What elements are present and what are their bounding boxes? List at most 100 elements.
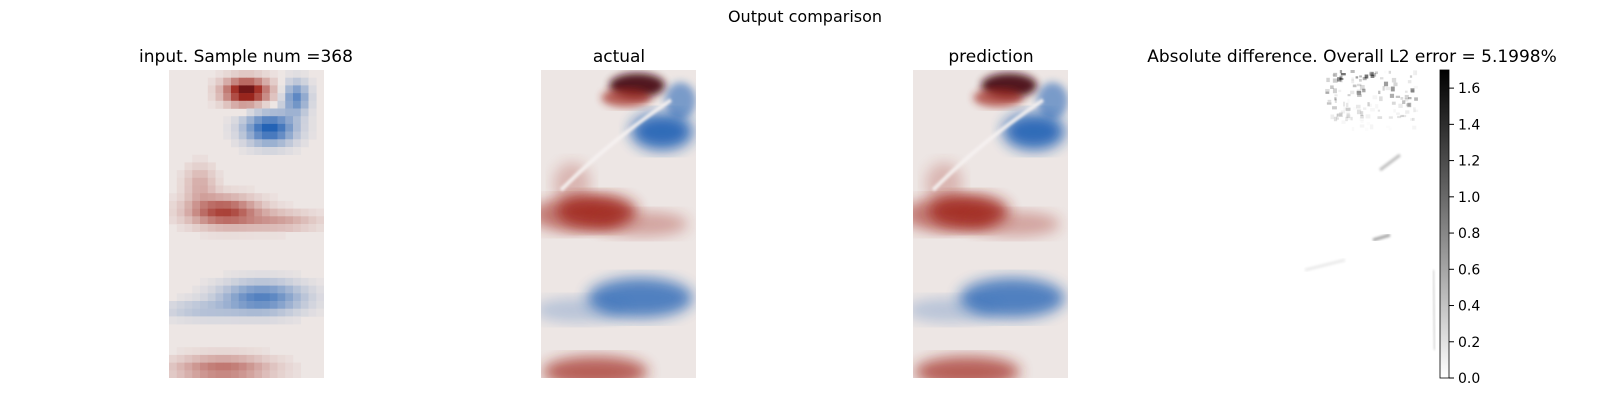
vortex-blob bbox=[630, 113, 693, 151]
input-cell bbox=[269, 208, 278, 217]
error-speck bbox=[1340, 110, 1346, 114]
input-cell bbox=[200, 316, 209, 325]
heatmap-difference-field bbox=[1295, 70, 1437, 374]
input-cell bbox=[246, 301, 255, 309]
input-cell bbox=[300, 216, 309, 225]
input-cell bbox=[285, 370, 294, 378]
input-cell bbox=[254, 362, 263, 371]
input-cell bbox=[200, 185, 209, 194]
error-speck bbox=[1391, 77, 1397, 83]
error-speck bbox=[1388, 116, 1393, 119]
error-speck bbox=[1407, 80, 1412, 84]
input-cell bbox=[231, 270, 240, 279]
input-cell bbox=[262, 224, 271, 232]
error-streak bbox=[1431, 269, 1437, 351]
error-speck bbox=[1408, 96, 1412, 100]
error-speck bbox=[1362, 76, 1367, 81]
input-cell bbox=[184, 170, 193, 179]
input-cell bbox=[223, 116, 232, 125]
error-speck bbox=[1347, 99, 1349, 103]
input-cell bbox=[200, 216, 209, 225]
input-cell bbox=[308, 224, 317, 232]
error-speck bbox=[1351, 77, 1354, 81]
colorbar-tick-label: 0.4 bbox=[1458, 299, 1480, 315]
error-speck bbox=[1355, 104, 1361, 109]
panel-title-input: input. Sample num =368 bbox=[139, 47, 353, 67]
error-speck bbox=[1332, 74, 1336, 77]
input-cell bbox=[223, 354, 232, 363]
input-cell bbox=[300, 100, 309, 109]
error-speck bbox=[1373, 73, 1377, 77]
input-cell bbox=[254, 193, 263, 202]
error-speck bbox=[1377, 109, 1381, 112]
input-cell bbox=[207, 208, 216, 217]
input-cell bbox=[285, 277, 294, 286]
input-cell bbox=[246, 270, 255, 279]
input-cell bbox=[300, 139, 309, 148]
input-cell bbox=[285, 316, 294, 325]
error-speck bbox=[1377, 116, 1383, 119]
input-cell bbox=[200, 200, 209, 209]
error-speck bbox=[1352, 127, 1354, 131]
vortex-blob bbox=[542, 356, 648, 378]
input-cell bbox=[231, 131, 240, 140]
input-cell bbox=[262, 362, 271, 371]
input-cell bbox=[285, 362, 294, 371]
input-cell bbox=[192, 154, 201, 163]
error-speck bbox=[1359, 124, 1365, 128]
error-speck bbox=[1369, 71, 1374, 76]
colorbar: 0.0 0.2 0.4 0.6 0.8 1.0 1.2 1.4 1.6 bbox=[1439, 69, 1480, 387]
input-cell bbox=[300, 116, 309, 125]
error-speck bbox=[1405, 110, 1410, 114]
input-cell bbox=[231, 370, 240, 378]
input-cell bbox=[262, 85, 271, 94]
input-cell bbox=[269, 216, 278, 225]
input-cell bbox=[269, 85, 278, 94]
input-cell bbox=[277, 123, 286, 132]
input-cell bbox=[262, 316, 271, 325]
input-cell bbox=[285, 270, 294, 279]
input-cell bbox=[285, 70, 294, 78]
input-cell bbox=[293, 370, 302, 378]
input-cell bbox=[176, 224, 185, 232]
input-cell bbox=[269, 316, 278, 325]
input-cell bbox=[215, 216, 224, 225]
input-cell bbox=[192, 316, 201, 325]
error-speck bbox=[1341, 120, 1345, 124]
input-cell bbox=[238, 77, 247, 86]
error-streak bbox=[1304, 258, 1346, 272]
input-cell bbox=[169, 200, 178, 209]
input-cell bbox=[269, 93, 278, 102]
vortex-blob bbox=[913, 297, 999, 323]
error-speck bbox=[1410, 118, 1413, 121]
error-speck bbox=[1362, 88, 1366, 93]
input-cell bbox=[207, 301, 216, 309]
vortex-blob bbox=[665, 82, 696, 120]
error-speck bbox=[1332, 106, 1337, 110]
input-cell bbox=[238, 362, 247, 371]
input-cell bbox=[277, 277, 286, 286]
input-cell bbox=[293, 123, 302, 132]
input-cell bbox=[215, 277, 224, 286]
input-cell bbox=[285, 93, 294, 102]
input-cell bbox=[293, 139, 302, 148]
input-cell bbox=[285, 285, 294, 294]
input-cell bbox=[254, 285, 263, 294]
input-cell bbox=[223, 93, 232, 102]
input-cell bbox=[215, 354, 224, 363]
input-cell bbox=[246, 123, 255, 132]
input-cell bbox=[215, 316, 224, 325]
input-cell bbox=[246, 354, 255, 363]
input-cell bbox=[269, 285, 278, 294]
vortex-blob bbox=[967, 211, 1061, 237]
input-cell bbox=[192, 224, 201, 232]
input-cell bbox=[223, 270, 232, 279]
input-cell bbox=[207, 193, 216, 202]
input-cell bbox=[207, 347, 216, 356]
input-cell bbox=[269, 200, 278, 209]
error-speck bbox=[1352, 84, 1357, 88]
error-speck bbox=[1351, 79, 1355, 84]
input-cell bbox=[223, 370, 232, 378]
input-cell bbox=[200, 285, 209, 294]
input-cell bbox=[246, 100, 255, 109]
